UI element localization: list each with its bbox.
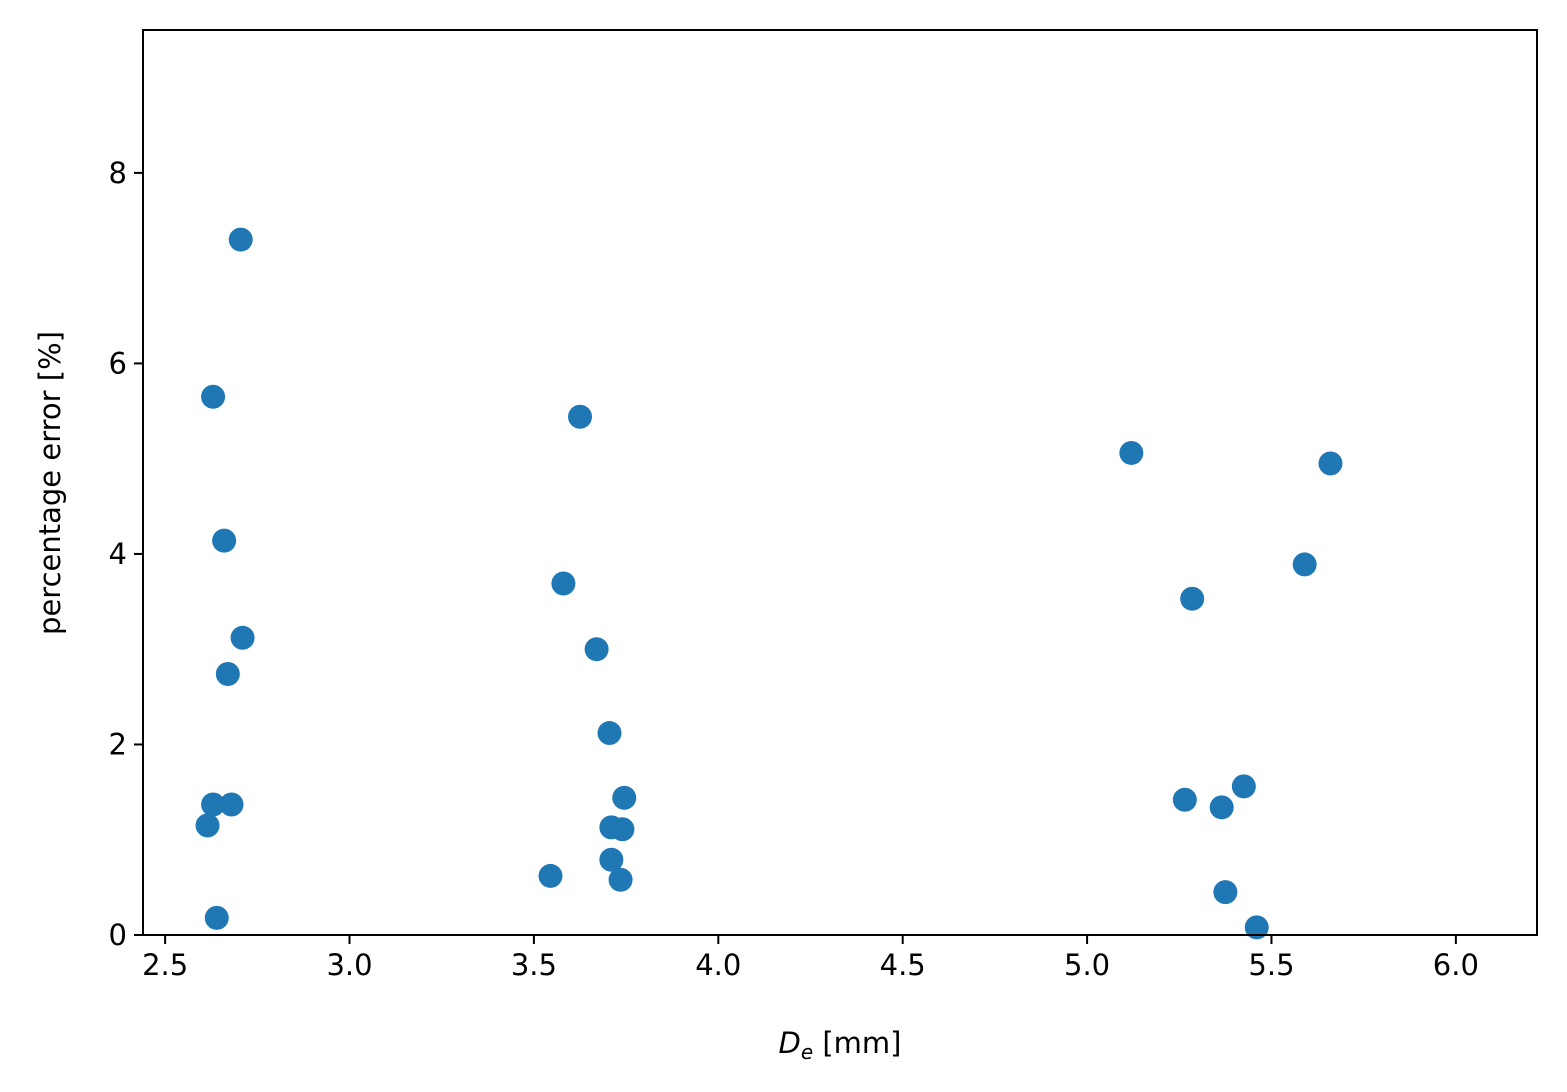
data-point [599, 847, 624, 872]
x-tick-label: 3.0 [326, 948, 372, 982]
data-point [1119, 440, 1144, 465]
x-tick-label: 4.0 [695, 948, 741, 982]
data-point [1180, 586, 1205, 611]
data-point [228, 227, 253, 252]
y-tick-label: 4 [109, 537, 127, 571]
x-axis-label: De [mm] [778, 1026, 901, 1064]
y-axis-label: percentage error [%] [33, 331, 67, 635]
y-tick-label: 2 [109, 727, 127, 761]
data-point [219, 792, 244, 817]
data-point [610, 817, 635, 842]
data-point [204, 905, 229, 930]
x-tick-label: 3.5 [511, 948, 557, 982]
x-tick-label: 2.5 [142, 948, 188, 982]
data-points [195, 227, 1343, 940]
x-tick-label: 5.0 [1064, 948, 1110, 982]
data-point [212, 528, 237, 553]
data-point [1213, 880, 1238, 905]
data-point [608, 867, 633, 892]
y-axis-ticks: 0 2 4 6 8 [109, 156, 143, 952]
data-point [538, 863, 563, 888]
data-point [195, 813, 220, 838]
x-tick-label: 4.5 [880, 948, 926, 982]
data-point [551, 571, 576, 596]
data-point [612, 785, 637, 810]
data-point [215, 661, 240, 686]
data-point [1231, 774, 1256, 799]
data-point [201, 384, 226, 409]
data-point [230, 625, 255, 650]
data-point [597, 721, 622, 746]
y-tick-label: 8 [109, 156, 127, 190]
y-tick-label: 0 [109, 918, 127, 952]
x-tick-label: 6.0 [1433, 948, 1479, 982]
x-tick-label: 5.5 [1248, 948, 1294, 982]
data-point [568, 404, 593, 429]
x-axis-label-subscript: e [801, 1040, 813, 1064]
data-point [1209, 795, 1234, 820]
x-axis-label-unit: [mm] [813, 1026, 901, 1060]
x-axis-label-symbol: D [778, 1026, 800, 1060]
data-point [201, 792, 226, 817]
data-point [1172, 787, 1197, 812]
data-point [1292, 552, 1317, 577]
data-point [1244, 915, 1269, 940]
y-tick-label: 6 [109, 346, 127, 380]
x-axis-ticks: 2.5 3.0 3.5 4.0 4.5 5.0 5.5 6.0 [142, 935, 1479, 982]
data-point [584, 637, 609, 662]
plot-area-frame [142, 29, 1538, 936]
data-point [1318, 451, 1343, 476]
